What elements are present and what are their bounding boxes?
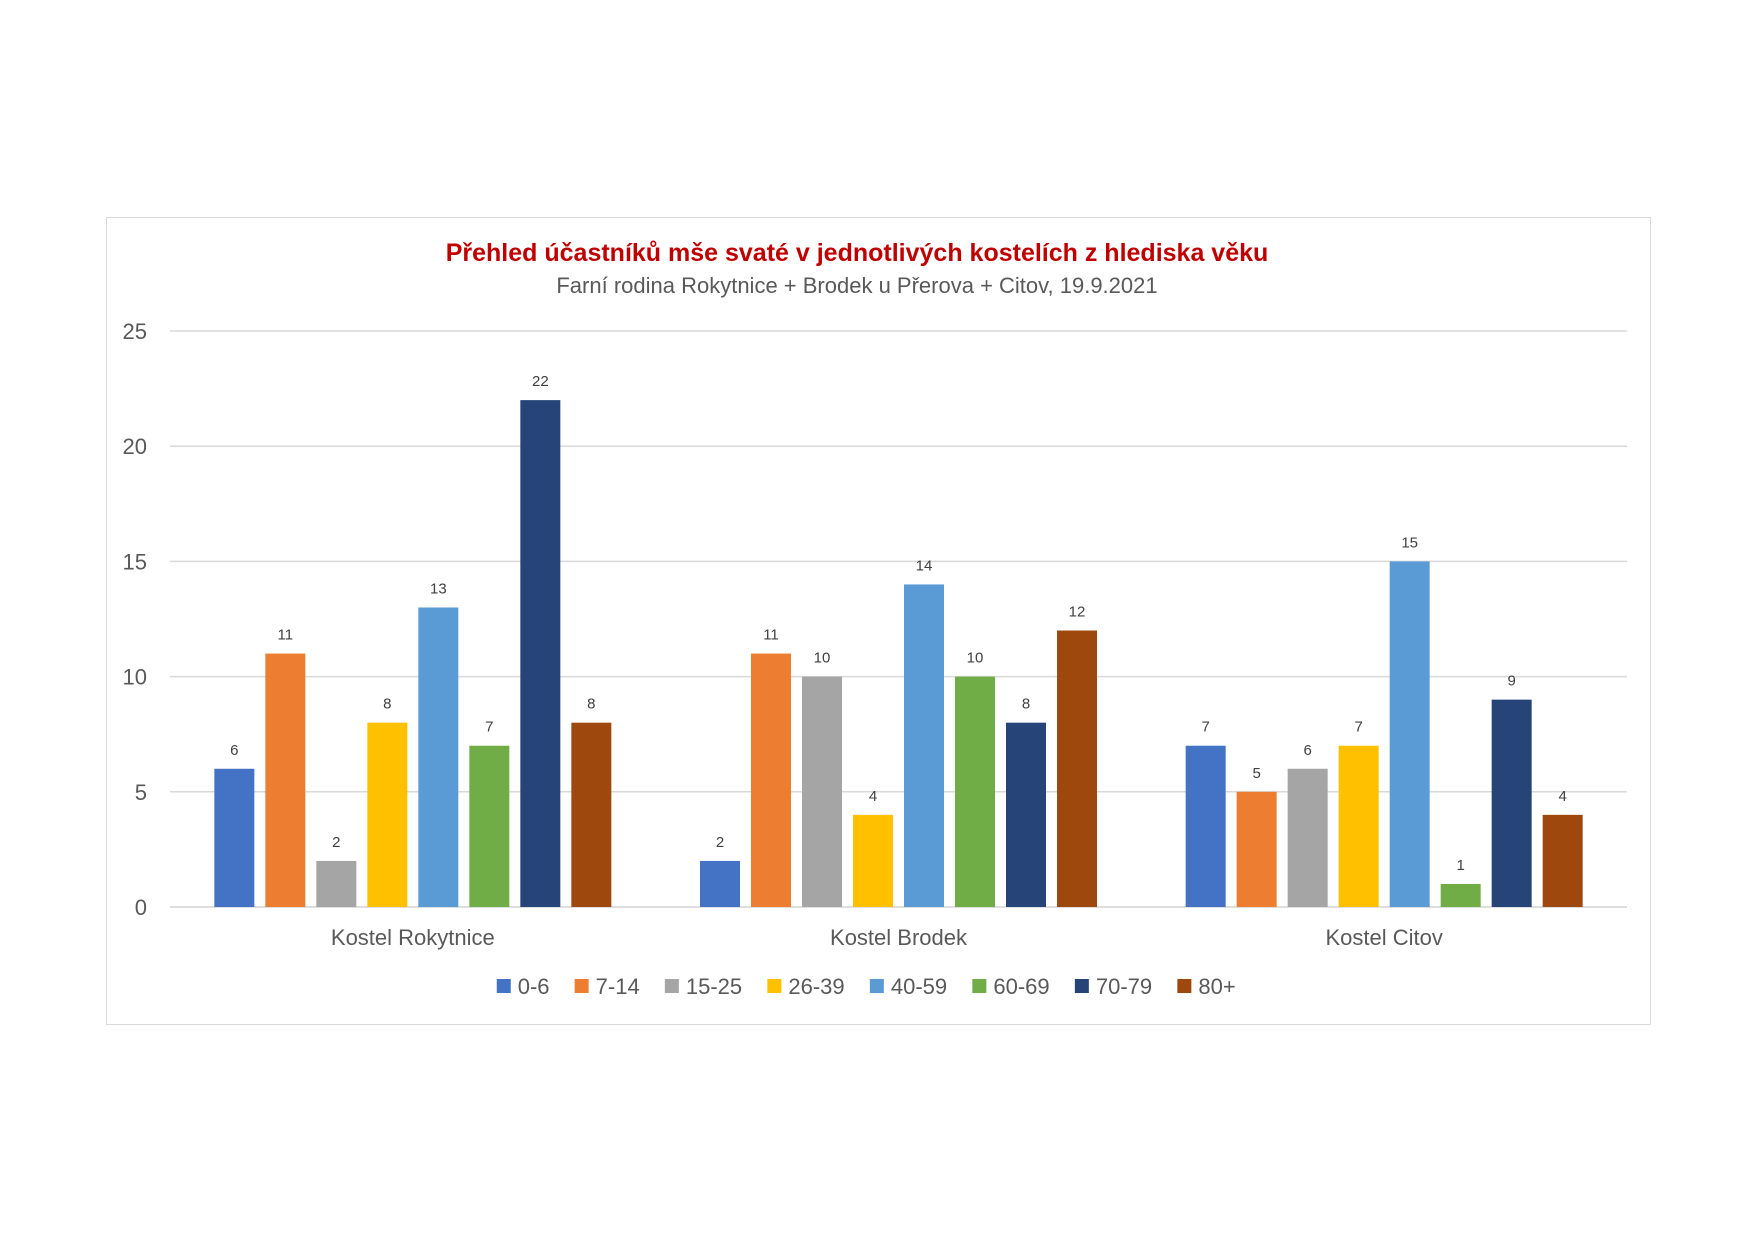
y-tick-label: 5 (135, 780, 147, 805)
bar-7-14-1 (751, 653, 791, 907)
bar-70-79-0 (520, 400, 561, 907)
bar-40-59-1 (904, 584, 944, 907)
data-label: 4 (869, 788, 877, 805)
gridlines (170, 330, 1627, 908)
data-label: 10 (814, 650, 831, 667)
data-label: 2 (716, 834, 724, 851)
x-axis-ticks: Kostel Rokytnice Kostel Brodek Kostel Cito… (331, 925, 1443, 950)
legend-label: 15-25 (686, 974, 742, 999)
data-label: 11 (278, 627, 294, 644)
legend-label: 7-14 (596, 974, 640, 999)
data-label: 7 (485, 719, 493, 736)
legend-label: 70-79 (1096, 974, 1152, 999)
legend-swatch-26-39 (767, 979, 782, 993)
y-tick-label: 15 (123, 549, 147, 574)
y-tick-label: 25 (123, 319, 147, 344)
data-label: 8 (587, 696, 595, 713)
data-labels: 6 11 2 8 13 7 22 8 2 11 10 4 14 10 8 12 7 5 6 7 15 1 9 4 (230, 373, 1567, 874)
data-label: 11 (763, 627, 779, 644)
bar-26-39-2 (1338, 745, 1379, 907)
bars (214, 400, 1583, 907)
bar-80+-2 (1542, 814, 1583, 907)
bar-0-6-1 (700, 860, 740, 907)
bar-15-25-2 (1287, 768, 1328, 907)
bar-80+-1 (1057, 630, 1097, 907)
y-axis-ticks: 0 5 10 15 20 25 (123, 319, 147, 920)
bar-26-39-0 (367, 722, 408, 907)
legend-swatch-80+ (1177, 979, 1192, 993)
bar-7-14-2 (1236, 791, 1277, 907)
data-label: 7 (1201, 719, 1209, 736)
x-tick-label: Kostel Brodek (830, 925, 968, 950)
x-tick-label: Kostel Rokytnice (331, 925, 495, 950)
data-label: 5 (1252, 765, 1260, 782)
legend-label: 40-59 (891, 974, 947, 999)
data-label: 8 (1022, 696, 1030, 713)
data-label: 10 (967, 650, 984, 667)
bar-0-6-2 (1185, 745, 1226, 907)
bar-70-79-2 (1491, 699, 1532, 907)
legend-label: 26-39 (788, 974, 844, 999)
bar-26-39-1 (853, 814, 893, 907)
legend-swatch-7-14 (574, 979, 589, 993)
chart-svg: Přehled účastníků mše svaté v jednotlivý… (123, 239, 1627, 999)
bar-0-6-0 (214, 768, 255, 907)
data-label: 14 (916, 557, 933, 574)
bar-60-69-2 (1440, 883, 1481, 907)
legend-label: 60-69 (993, 974, 1049, 999)
data-label: 15 (1401, 534, 1418, 551)
data-label: 22 (532, 373, 549, 390)
legend: 0-6 7-14 15-25 26-39 40-59 60-69 70-79 80+ (496, 974, 1236, 999)
bar-60-69-0 (469, 745, 510, 907)
y-tick-label: 20 (123, 434, 147, 459)
bar-15-25-0 (316, 860, 357, 907)
y-tick-label: 0 (135, 895, 147, 920)
x-tick-label: Kostel Citov (1325, 925, 1442, 950)
chart-title: Přehled účastníků mše svaté v jednotlivý… (446, 239, 1269, 267)
legend-swatch-70-79 (1074, 979, 1089, 993)
data-label: 9 (1507, 673, 1515, 690)
legend-label: 80+ (1198, 974, 1235, 999)
data-label: 8 (383, 696, 391, 713)
bar-70-79-1 (1006, 722, 1046, 907)
chart-frame: Přehled účastníků mše svaté v jednotlivý… (106, 217, 1651, 1025)
data-label: 2 (332, 834, 340, 851)
bar-60-69-1 (955, 676, 995, 907)
data-label: 6 (230, 742, 238, 759)
legend-swatch-0-6 (496, 979, 511, 993)
bar-7-14-0 (265, 653, 306, 907)
legend-label: 0-6 (518, 974, 550, 999)
bar-40-59-0 (418, 607, 459, 907)
data-label: 4 (1558, 788, 1566, 805)
legend-swatch-60-69 (972, 979, 987, 993)
chart-subtitle: Farní rodina Rokytnice + Brodek u Přerov… (556, 273, 1157, 298)
y-tick-label: 10 (123, 665, 147, 690)
data-label: 13 (430, 580, 447, 597)
bar-15-25-1 (802, 676, 842, 907)
data-label: 1 (1456, 857, 1464, 874)
bar-40-59-2 (1389, 561, 1430, 907)
bar-80+-0 (571, 722, 612, 907)
data-label: 12 (1069, 604, 1086, 621)
legend-swatch-40-59 (869, 979, 884, 993)
data-label: 6 (1303, 742, 1311, 759)
legend-swatch-15-25 (664, 979, 679, 993)
data-label: 7 (1354, 719, 1362, 736)
